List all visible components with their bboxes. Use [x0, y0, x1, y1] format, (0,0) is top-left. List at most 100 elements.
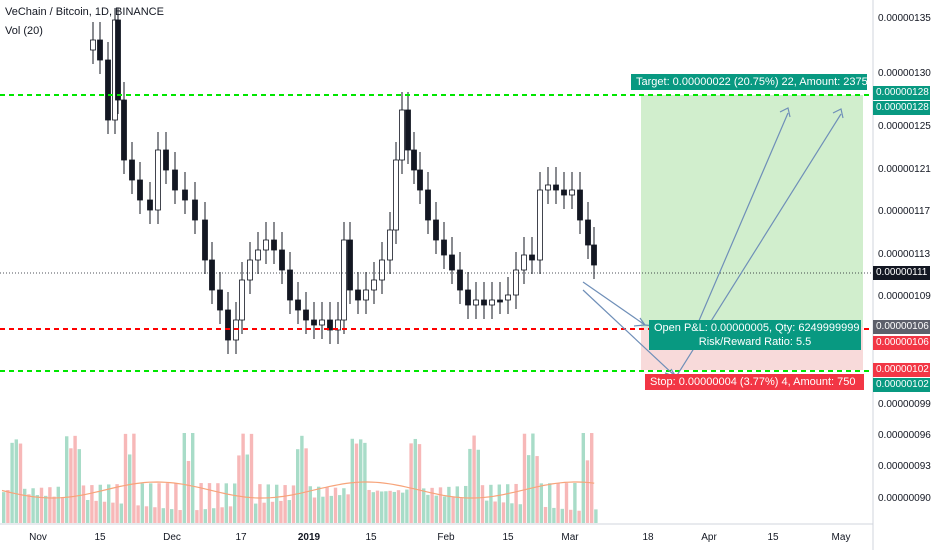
volume-bars: [2, 433, 598, 523]
volume-bar: [291, 485, 296, 523]
pnl-info-box[interactable]: Open P&L: 0.00000005, Qty: 6249999999 Ri…: [649, 320, 861, 350]
volume-bar: [371, 492, 375, 523]
target-info-box[interactable]: Target: 0.00000022 (20.75%) 22, Amount: …: [631, 74, 867, 90]
volume-bar: [476, 449, 480, 523]
volume-bar: [359, 439, 363, 523]
volume-indicator-label: Vol (20): [5, 25, 43, 37]
candle-body: [295, 299, 301, 311]
volume-bar: [367, 489, 371, 523]
candle-body: [387, 229, 393, 261]
volume-bar: [98, 484, 102, 523]
volume-bar: [585, 460, 590, 523]
volume-bar: [388, 490, 392, 523]
candle-body: [239, 279, 245, 321]
volume-bar: [283, 485, 287, 523]
volume-ma-line: [1, 481, 595, 499]
chart-title: VeChain / Bitcoin, 1D, BINANCE: [5, 6, 164, 18]
time-tick: May: [831, 532, 851, 543]
volume-bar: [543, 506, 548, 523]
volume-bar: [581, 433, 585, 523]
candle-body: [247, 259, 253, 281]
volume-bar: [81, 485, 86, 523]
entry-price-label-2: 0.00000106: [873, 336, 930, 350]
volume-bar: [392, 491, 396, 523]
price-tick: 0.00000096: [878, 430, 931, 441]
volume-bar: [455, 486, 459, 523]
volume-bar: [312, 497, 317, 523]
volume-bar: [489, 484, 493, 523]
price-tick: 0.00000093: [878, 461, 931, 472]
volume-bar: [548, 483, 552, 523]
candle-body: [225, 309, 231, 341]
volume-bar: [485, 500, 489, 523]
candle-body: [271, 239, 277, 251]
volume-bar: [207, 483, 212, 523]
price-tick: 0.00000135: [878, 13, 931, 24]
volume-bar: [459, 498, 464, 523]
time-tick: Nov: [29, 532, 47, 543]
volume-bar: [287, 500, 291, 523]
volume-bar: [44, 495, 48, 523]
stop-info-box[interactable]: Stop: 0.00000004 (3.77%) 4, Amount: 750: [645, 374, 864, 390]
volume-bar: [220, 507, 224, 523]
volume-bar: [128, 454, 132, 523]
price-tick: 0.00000099: [878, 399, 931, 410]
candle-body: [137, 179, 143, 201]
volume-bar: [107, 484, 111, 523]
volume-bar: [342, 488, 346, 523]
candle-body: [287, 269, 293, 301]
time-tick: Feb: [437, 532, 455, 543]
candle-body: [481, 299, 487, 306]
candle-body: [311, 319, 317, 326]
volume-bar: [35, 495, 39, 523]
volume-bar: [447, 486, 451, 523]
volume-bar: [140, 483, 144, 523]
candle-body: [545, 184, 551, 191]
volume-bar: [228, 506, 233, 523]
volume-bar: [594, 509, 598, 523]
volume-bar: [560, 508, 564, 523]
volume-bar: [279, 500, 283, 523]
volume-bar: [472, 435, 476, 523]
candle-body: [347, 239, 353, 291]
price-tick: 0.00000125: [878, 121, 931, 132]
volume-bar: [422, 488, 426, 523]
volume-bar: [346, 494, 350, 523]
volume-bar: [338, 495, 342, 523]
candle-body: [255, 249, 261, 261]
volume-bar: [73, 435, 77, 523]
volume-bar: [384, 491, 388, 523]
entry-price-label: 0.00000106: [873, 320, 930, 334]
volume-bar: [90, 485, 94, 523]
volume-bar: [224, 483, 228, 523]
volume-bar: [354, 443, 359, 523]
volume-bar: [182, 433, 186, 523]
volume-bar: [191, 433, 195, 523]
volume-bar: [518, 504, 522, 523]
volume-bar: [405, 489, 409, 523]
candle-body: [363, 289, 369, 301]
candle-body: [263, 239, 269, 251]
time-tick: Mar: [561, 532, 579, 543]
candle-body: [129, 159, 135, 181]
time-tick: Dec: [163, 532, 181, 543]
volume-bar: [249, 433, 254, 523]
open-pnl-text: Open P&L: 0.00000005, Qty: 6249999999: [654, 322, 860, 334]
volume-bar: [497, 484, 501, 523]
candle-body: [379, 259, 385, 281]
candle-body: [433, 219, 439, 241]
candle-body: [513, 269, 519, 296]
volume-bar: [77, 449, 81, 523]
volume-bar: [69, 448, 73, 523]
volume-bar: [413, 438, 417, 523]
volume-bar: [203, 509, 207, 523]
candle-body: [172, 169, 178, 191]
volume-bar: [493, 501, 497, 523]
volume-bar: [480, 485, 485, 523]
time-tick: 15: [767, 532, 779, 543]
volume-bar: [60, 497, 65, 523]
candle-body: [341, 239, 347, 321]
volume-bar: [10, 442, 14, 523]
volume-bar: [522, 433, 527, 523]
